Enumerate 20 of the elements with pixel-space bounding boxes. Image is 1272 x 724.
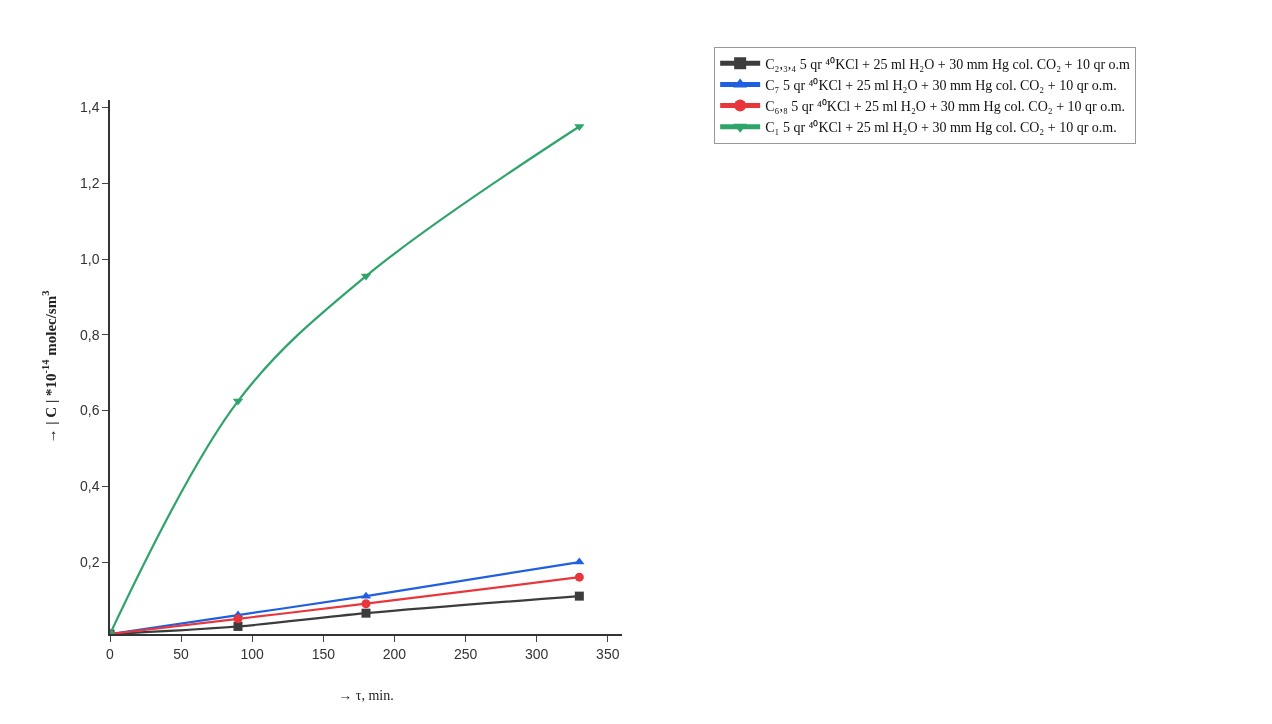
y-tick-label: 0,2	[79, 553, 100, 570]
legend-label: C₇ 5 qr ⁴⁰KCl + 25 ml H₂O + 30 mm Hg col. CO₂ + 10 qr o.m.	[765, 77, 1117, 93]
y-tick-label: 0,6	[79, 402, 100, 419]
y-tick-label: 1,4	[79, 99, 100, 116]
x-tick-label: 100	[240, 645, 265, 662]
x-axis-title: → τ, min.	[338, 688, 394, 704]
y-tick-label: 0,4	[79, 478, 100, 495]
legend-label: C₆,₈ 5 qr ⁴⁰KCl + 25 ml H₂O + 30 mm Hg col. CO₂ + 10 qr o.m.	[765, 99, 1126, 115]
y-tick-label: 0,8	[79, 326, 100, 343]
x-tick-label: 150	[311, 645, 336, 662]
x-tick-label: 200	[382, 645, 407, 662]
x-tick-label: 50	[173, 645, 190, 662]
x-tick-label: 350	[596, 645, 620, 662]
x-tick-label: 0	[106, 645, 115, 662]
legend-label: C₁ 5 qr ⁴⁰KCl + 25 ml H₂O + 30 mm Hg col. CO₂ + 10 qr o.m.	[765, 120, 1117, 136]
y-tick-label: 1,2	[79, 175, 100, 192]
y-tick-label: 1,0	[79, 250, 100, 267]
x-tick-label: 250	[453, 645, 478, 662]
legend-label: C₂,₃,₄ 5 qr ⁴⁰KCl + 25 ml H₂O + 30 mm Hg col. CO₂ + 10 qr o.m	[765, 56, 1131, 72]
x-tick-label: 300	[524, 645, 549, 662]
